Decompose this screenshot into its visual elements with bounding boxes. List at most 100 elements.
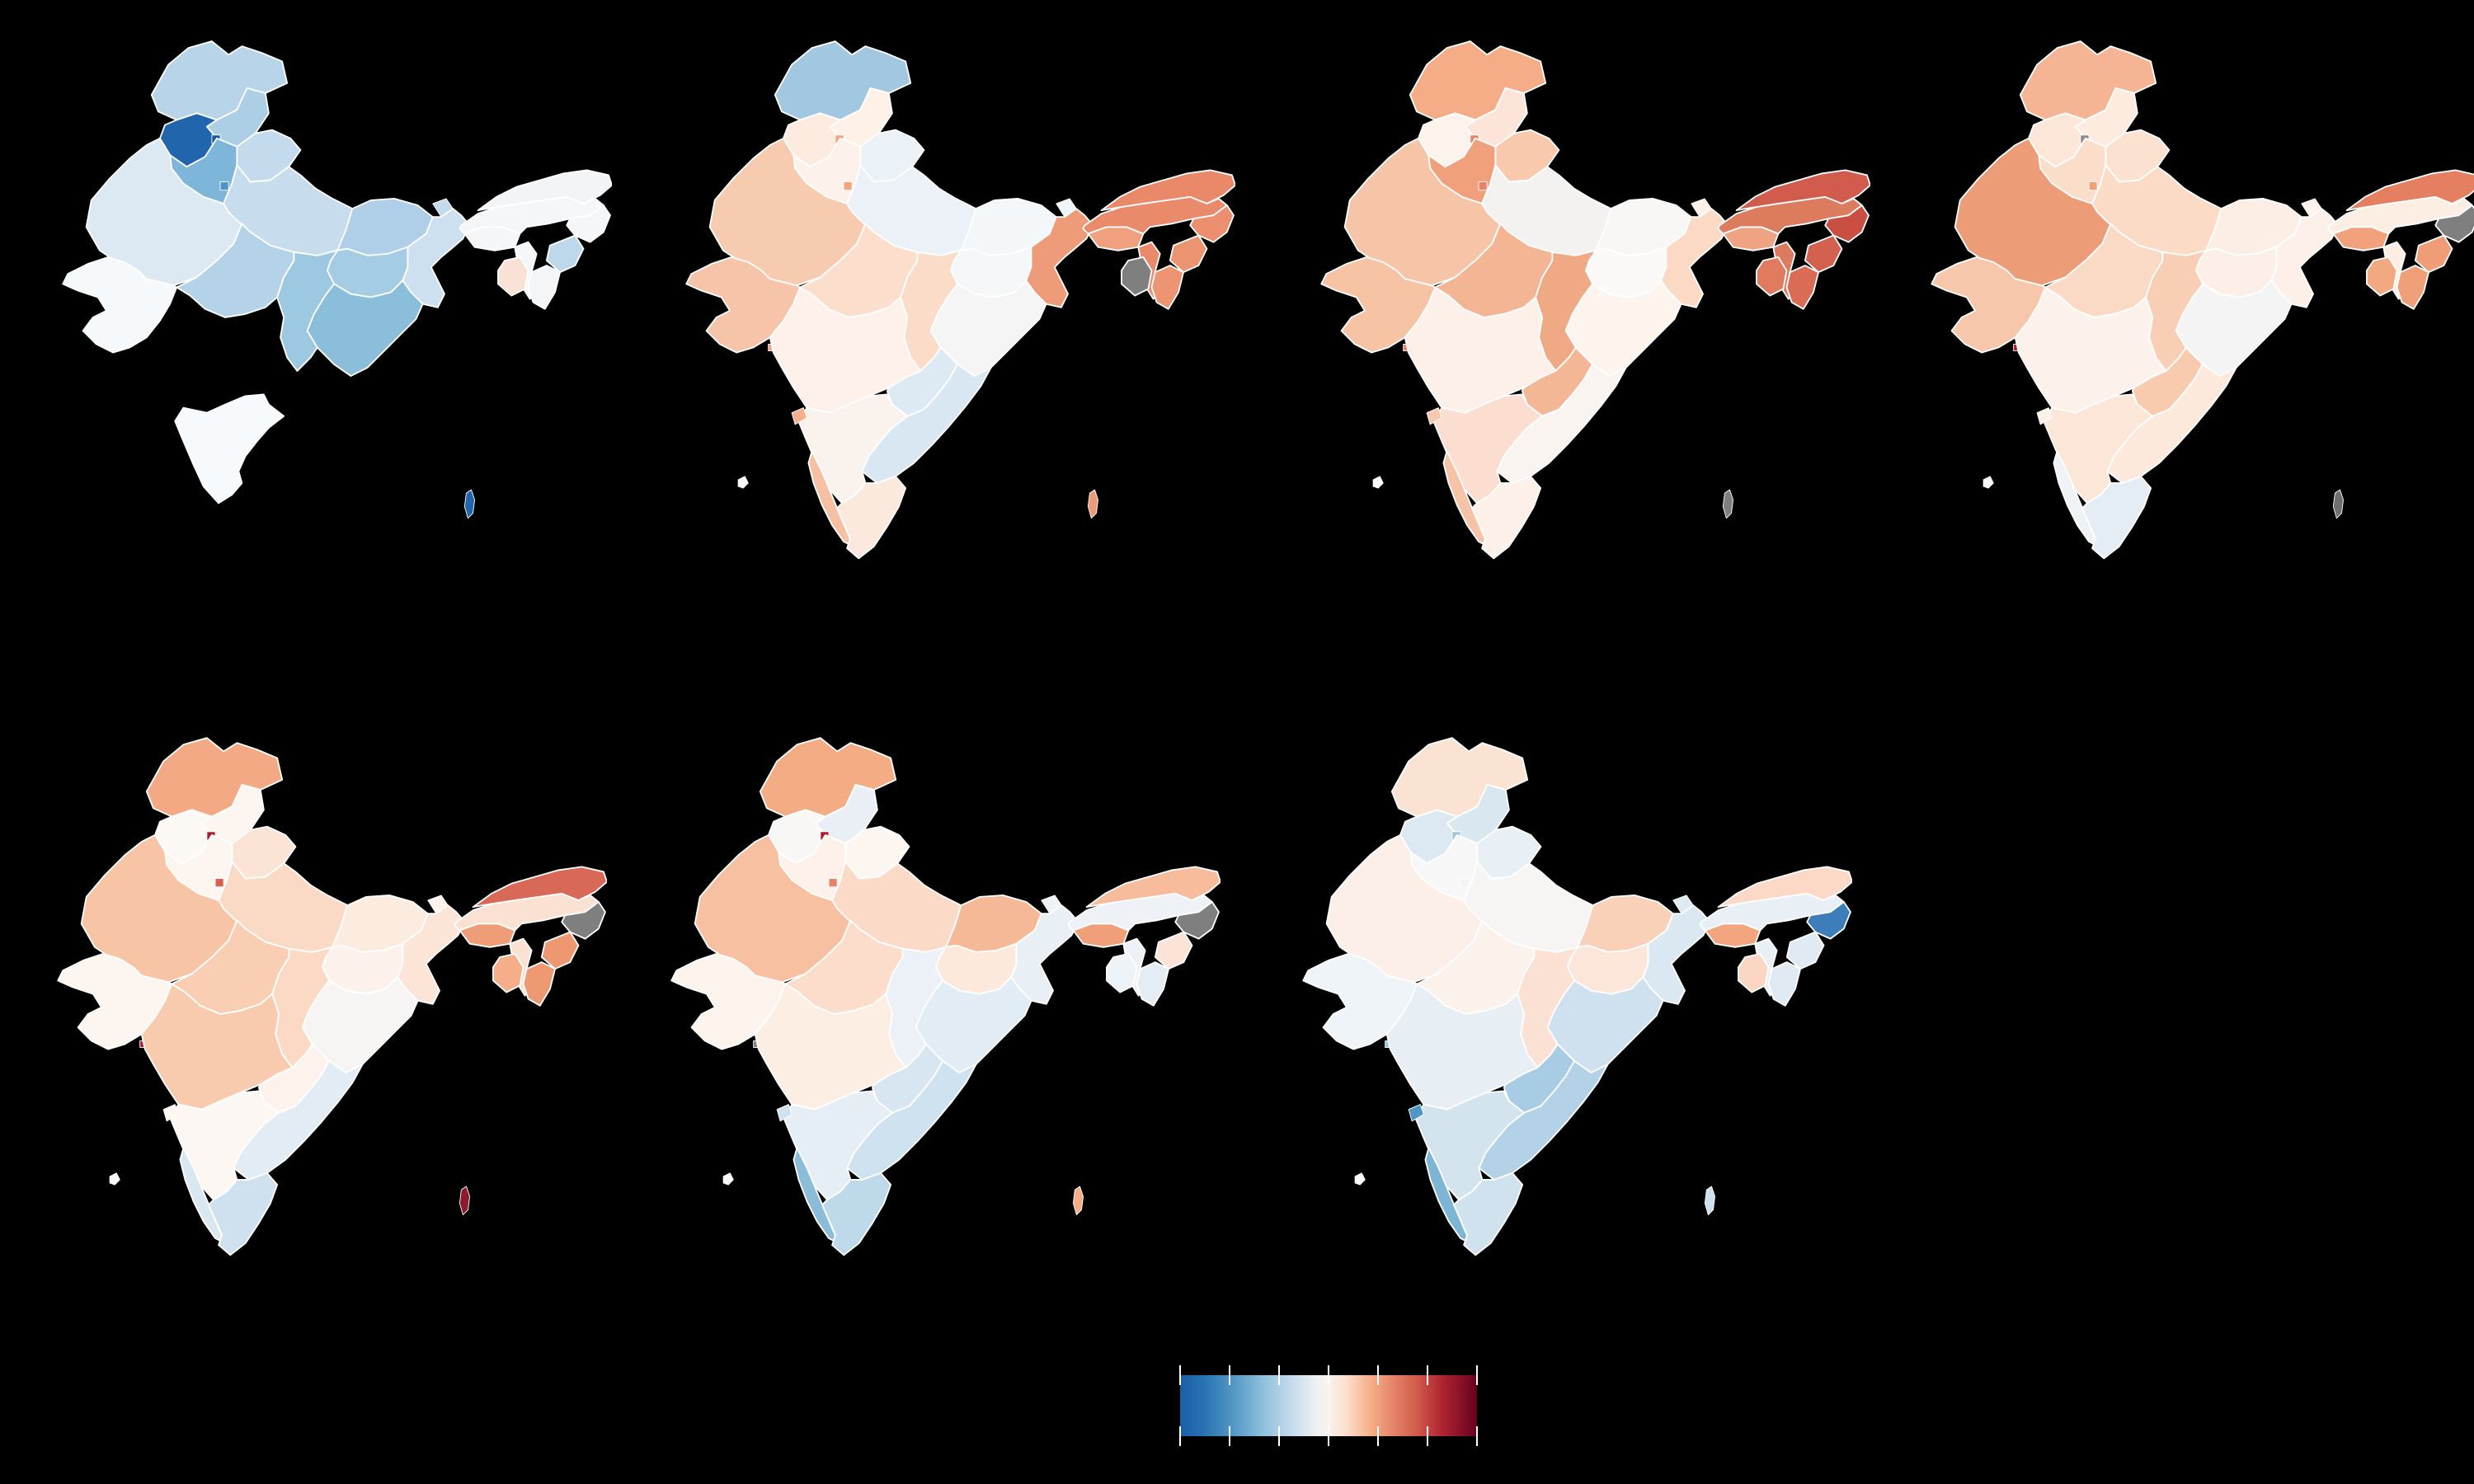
map-7-state-tr [1738,952,1770,993]
map-3-state-ld [1372,476,1384,489]
map-panel-6 [660,735,1221,1270]
map-1-state-ka [174,393,285,505]
map-5-state-dl [214,878,224,888]
map-5-state-mh [140,983,294,1111]
map-4-state-tr [2366,256,2398,297]
colorbar-tick [1328,1426,1329,1446]
map-4-state-mz [2396,265,2429,310]
colorbar-tick [1328,1365,1329,1385]
map-6-state-ar [1085,866,1221,908]
map-4-state-ar [2345,169,2474,211]
map-panel-4 [1920,38,2474,574]
map-2-state-tr [1121,256,1153,297]
map-5-state-mz [522,961,556,1007]
colorbar [1179,1365,1478,1446]
map-1-state-dl [219,181,229,191]
map-4-state-ga [2036,407,2053,425]
map-5-state-ld [109,1172,120,1186]
map-6-state-ld [722,1172,734,1186]
map-7-state-mh [1385,983,1539,1111]
map-7-state-nl [1806,901,1851,940]
map-3-state-mh [1404,286,1557,414]
map-7-state-ga [1408,1104,1424,1122]
colorbar-tick [1179,1365,1181,1385]
map-6-state-tr [1106,952,1138,993]
map-6-state-mh [754,983,907,1111]
map-7-state-ld [1354,1172,1366,1186]
map-3-state-ga [1426,407,1442,425]
map-6-state-dl [828,878,838,888]
map-2-state-mh [769,286,922,414]
colorbar-tick [1277,1365,1280,1385]
map-2-state-ga [791,407,807,425]
map-2-state-an [1087,489,1099,519]
map-7-state-ar [1717,866,1852,908]
map-2-state-mn [1169,234,1208,274]
colorbar-tick [1377,1365,1379,1385]
map-1-state-gj [62,256,178,354]
map-3-state-dl [1478,181,1488,191]
map-6-state-an [1072,1186,1084,1216]
map-4-state-dl [2088,181,2098,191]
map-5-state-nl [561,901,606,940]
map-4-state-mn [2414,234,2453,274]
map-3-state-an [1722,489,1734,519]
map-panel-3 [1310,38,1870,574]
india-choropleth-map-7 [1302,737,1852,1256]
india-choropleth-map-2 [685,40,1235,560]
map-3-state-ar [1735,169,1870,211]
map-4-state-an [2332,489,2345,519]
map-4-state-tn [2081,475,2152,560]
colorbar-tick [1377,1426,1379,1446]
colorbar-tick [1229,1426,1230,1446]
colorbar-tick [1476,1365,1478,1385]
map-6-state-mn [1154,931,1193,970]
map-1-state-tr [497,256,529,297]
map-5-state-an [459,1186,471,1216]
map-panel-1 [51,38,612,574]
map-5-state-tr [492,952,524,993]
map-3-state-tn [1470,475,1542,560]
map-4-state-ld [1982,476,1994,489]
map-2-state-mz [1150,265,1184,310]
map-7-state-dl [1460,878,1470,888]
map-4-state-nl [2434,204,2474,243]
map-5-state-ga [162,1104,179,1122]
map-1-state-ar [477,169,612,211]
india-choropleth-map-5 [57,737,607,1256]
india-choropleth-map-1 [62,40,612,519]
map-1-state-nl [566,204,611,243]
map-1-state-mp [176,223,295,318]
map-2-state-ld [737,476,749,489]
map-7-state-tn [1452,1172,1524,1256]
map-5-state-ar [472,866,607,908]
india-choropleth-map-4 [1931,40,2474,560]
map-2-state-tn [835,475,907,560]
colorbar-tick [1277,1426,1280,1446]
colorbar-tick [1426,1365,1428,1385]
map-panel-2 [675,38,1235,574]
map-2-state-nl [1189,204,1235,243]
colorbar-tick [1426,1426,1428,1446]
map-3-state-mz [1785,265,1819,310]
colorbar-tick [1476,1426,1478,1446]
map-panel-7 [1291,735,1852,1270]
colorbar-tick [1229,1365,1230,1385]
map-5-state-tn [207,1172,279,1256]
map-6-state-mz [1136,961,1169,1007]
india-choropleth-map-3 [1320,40,1870,560]
map-7-state-an [1704,1186,1716,1216]
map-7-state-mz [1767,961,1801,1007]
map-1-state-mz [527,265,561,310]
map-6-state-nl [1174,901,1220,940]
map-5-state-mn [540,931,580,970]
map-3-state-mn [1804,234,1843,274]
map-4-state-mh [2014,286,2167,414]
map-2-state-dl [843,181,853,191]
colorbar-gradient [1180,1375,1477,1436]
map-3-state-tr [1756,256,1788,297]
colorbar-tick [1179,1426,1181,1446]
map-6-state-tn [821,1172,892,1256]
map-panel-5 [46,735,607,1270]
